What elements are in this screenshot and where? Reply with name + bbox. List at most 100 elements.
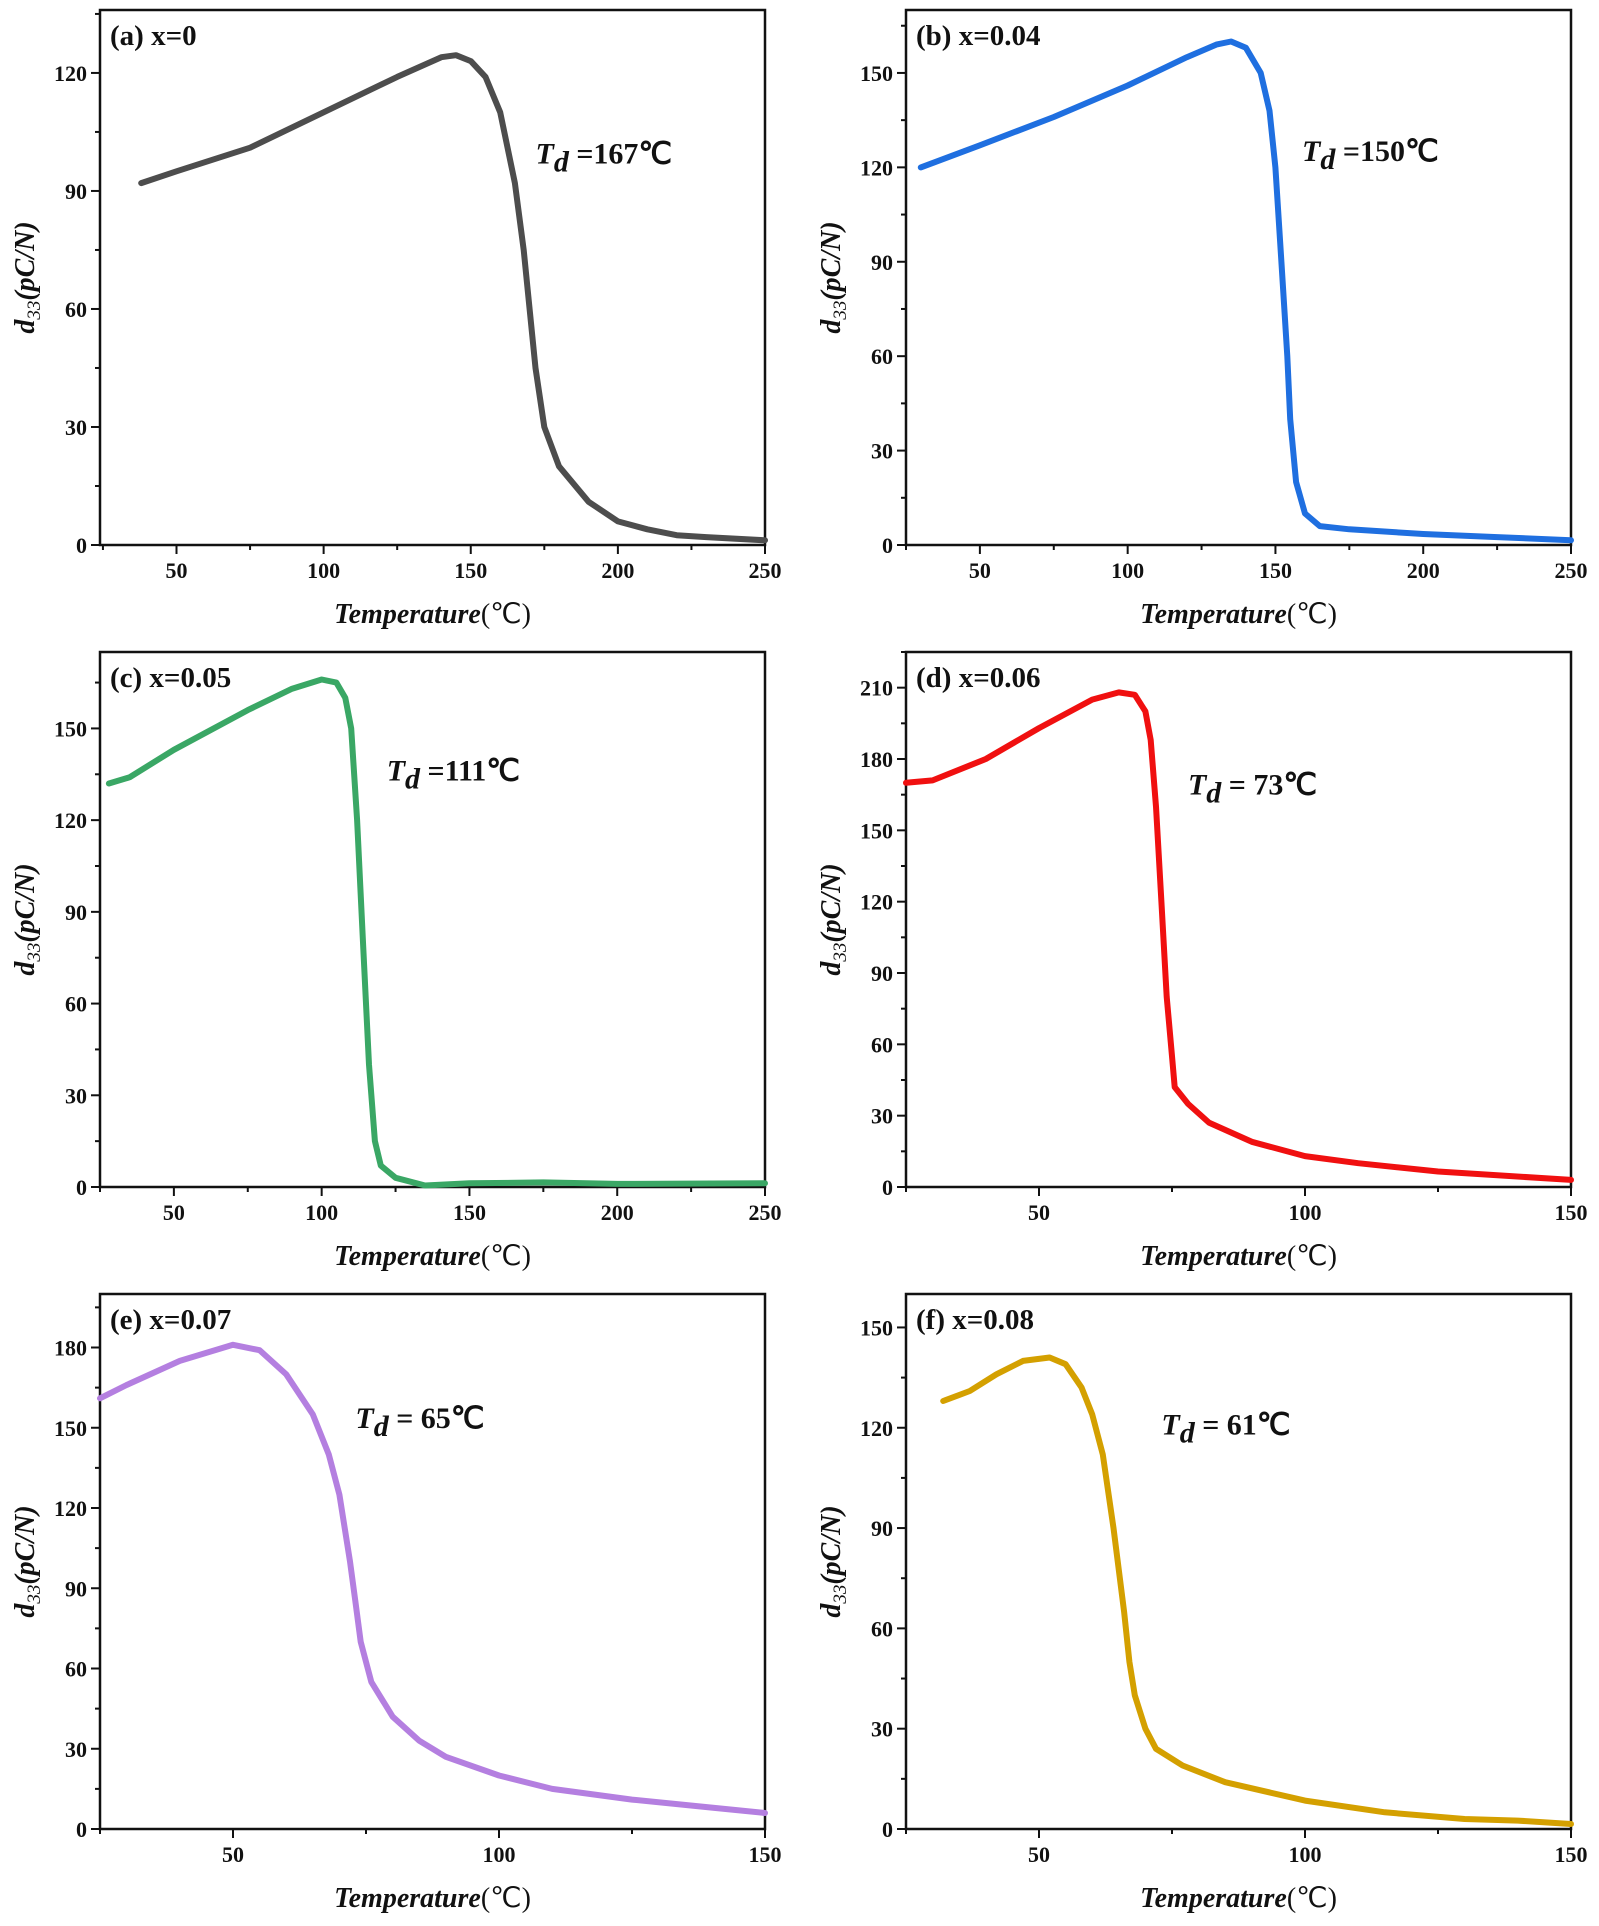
series-line	[940, 1354, 1574, 1827]
y-tick-label: 30	[65, 415, 87, 440]
x-tick-label: 50	[1028, 1842, 1050, 1867]
y-tick-label: 150	[860, 61, 893, 86]
x-axis-label-unit: (℃)	[1287, 599, 1337, 630]
x-tick-label: 100	[1289, 1200, 1322, 1225]
y-tick-label: 210	[860, 676, 893, 701]
panel-label: (e) x=0.07	[110, 1304, 231, 1336]
td-subscript: d	[1320, 143, 1336, 176]
y-tick-label: 90	[871, 250, 893, 275]
x-tick-label: 150	[1555, 1842, 1588, 1867]
y-axis-label-sub: 33	[830, 301, 851, 321]
td-value: = 61℃	[1195, 1408, 1291, 1441]
td-annotation: Td =111℃	[387, 754, 520, 795]
y-tick-label: 90	[871, 1516, 893, 1541]
x-axis-label-name: Temperature	[1140, 599, 1287, 630]
y-tick-label: 60	[871, 1032, 893, 1057]
x-axis-label: Temperature(℃)	[334, 1883, 531, 1914]
y-tick-label: 150	[860, 1315, 893, 1340]
y-tick-label: 0	[882, 533, 893, 558]
plot-frame	[98, 650, 767, 1189]
x-tick-label: 50	[163, 1200, 185, 1225]
y-axis-label-main: d	[816, 319, 847, 334]
x-tick-label: 100	[1111, 558, 1144, 583]
x-axis-label: Temperature(℃)	[1140, 599, 1337, 630]
y-tick-label: 0	[882, 1817, 893, 1842]
td-symbol: T	[1188, 769, 1208, 802]
panel-label: (d) x=0.06	[916, 662, 1040, 694]
x-tick-label: 100	[483, 1842, 516, 1867]
y-axis-label-unit: (pC/N)	[10, 863, 41, 942]
y-tick-label: 60	[871, 344, 893, 369]
y-tick-label: 150	[54, 1416, 87, 1441]
y-axis-label-main: d	[816, 1603, 847, 1618]
x-axis-label-name: Temperature	[334, 599, 481, 630]
y-tick-label: 0	[76, 533, 87, 558]
series-line	[97, 1341, 768, 1816]
y-tick-label: 30	[65, 1737, 87, 1762]
td-annotation: Td =167℃	[535, 137, 672, 178]
y-axis-label: d33(pC/N)	[816, 863, 851, 975]
plot-frame	[904, 8, 1573, 547]
y-axis-label-sub: 33	[830, 943, 851, 963]
y-axis-label-sub: 33	[24, 943, 45, 963]
td-annotation: Td = 65℃	[355, 1402, 484, 1443]
y-tick-label: 0	[76, 1175, 87, 1200]
y-tick-label: 60	[65, 1657, 87, 1682]
y-tick-label: 60	[65, 992, 87, 1017]
y-axis-label-main: d	[10, 319, 41, 334]
y-tick-label: 120	[54, 808, 87, 833]
td-subscript: d	[405, 762, 421, 795]
y-tick-label: 120	[54, 1496, 87, 1521]
y-tick-label: 0	[882, 1175, 893, 1200]
y-axis-label-main: d	[10, 961, 41, 976]
y-tick-label: 30	[65, 1083, 87, 1108]
td-value: =167℃	[569, 137, 672, 170]
plot-frame	[904, 1292, 1573, 1831]
y-tick-label: 180	[860, 747, 893, 772]
x-tick-label: 250	[1555, 558, 1588, 583]
td-symbol: T	[387, 754, 407, 787]
x-tick-label: 150	[1259, 558, 1292, 583]
plot-frame	[98, 1292, 767, 1831]
panel-label: (b) x=0.04	[916, 20, 1040, 52]
x-tick-label: 150	[454, 558, 487, 583]
y-axis-label-unit: (pC/N)	[816, 221, 847, 300]
y-tick-label: 120	[860, 1416, 893, 1441]
td-symbol: T	[1302, 135, 1322, 168]
x-tick-label: 250	[749, 558, 782, 583]
y-axis-label-sub: 33	[24, 301, 45, 321]
x-tick-label: 200	[601, 1200, 634, 1225]
y-axis-label-unit: (pC/N)	[816, 1505, 847, 1584]
plot-frame	[904, 650, 1573, 1189]
x-axis-label-unit: (℃)	[481, 599, 531, 630]
x-tick-label: 250	[749, 1200, 782, 1225]
x-tick-label: 50	[166, 558, 188, 583]
chart-panel: 50 100 150 200 250 0 30 60 90 120 150 (c) x=0.05 Td …	[10, 650, 782, 1272]
y-axis-label: d33(pC/N)	[10, 221, 45, 333]
y-tick-label: 90	[65, 1576, 87, 1601]
y-axis-label-unit: (pC/N)	[10, 221, 41, 300]
y-tick-label: 90	[65, 179, 87, 204]
series-line	[138, 52, 768, 544]
x-axis-label-name: Temperature	[334, 1241, 481, 1272]
x-tick-label: 200	[601, 558, 634, 583]
td-subscript: d	[374, 1410, 390, 1443]
y-tick-label: 180	[54, 1336, 87, 1361]
x-tick-label: 100	[305, 1200, 338, 1225]
y-tick-label: 60	[65, 297, 87, 322]
td-value: =150℃	[1335, 135, 1438, 168]
x-tick-label: 200	[1407, 558, 1440, 583]
x-axis-label: Temperature(℃)	[1140, 1883, 1337, 1914]
y-tick-label: 150	[54, 716, 87, 741]
x-tick-label: 50	[969, 558, 991, 583]
x-axis-label-unit: (℃)	[1287, 1883, 1337, 1914]
series-line	[903, 689, 1574, 1183]
y-tick-label: 120	[860, 890, 893, 915]
td-subscript: d	[554, 145, 570, 178]
x-axis-label-name: Temperature	[1140, 1883, 1287, 1914]
x-tick-label: 100	[307, 558, 340, 583]
y-axis-label-main: d	[816, 961, 847, 976]
